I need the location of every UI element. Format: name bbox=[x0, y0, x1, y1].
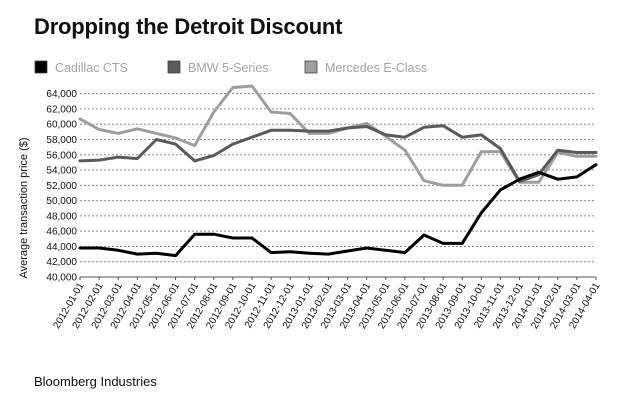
y-axis-label: Average transaction price ($) bbox=[18, 137, 30, 278]
y-tick-label: 54,000 bbox=[46, 166, 77, 177]
legend-swatch bbox=[34, 60, 48, 74]
series-lines bbox=[78, 84, 598, 258]
y-tick-label: 58,000 bbox=[46, 135, 77, 146]
y-axis-ticks: 40,000 42,000 44,000 46,000 48,000 50,000 52,0… bbox=[46, 89, 77, 283]
series-line-bmw-5-series bbox=[78, 124, 598, 183]
legend-swatch bbox=[167, 60, 181, 74]
legend-label: Mercedes E-Class bbox=[325, 61, 427, 75]
y-tick-label: 50,000 bbox=[46, 196, 77, 207]
y-tick-label: 56,000 bbox=[46, 150, 77, 161]
y-tick-label: 44,000 bbox=[46, 242, 77, 253]
y-tick-label: 60,000 bbox=[46, 120, 77, 131]
y-tick-label: 42,000 bbox=[46, 257, 77, 268]
x-axis-ticks: 2012-01-012012-02-012012-03-012012-04-01… bbox=[51, 277, 603, 331]
y-tick-label: 46,000 bbox=[46, 227, 77, 238]
chart-title: Dropping the Detroit Discount bbox=[34, 14, 343, 39]
legend-swatch bbox=[304, 60, 318, 74]
y-tick-label: 52,000 bbox=[46, 181, 77, 192]
series-line-cadillac-cts bbox=[78, 163, 598, 258]
source-note: Bloomberg Industries bbox=[34, 374, 157, 389]
legend-label: BMW 5-Series bbox=[188, 61, 269, 75]
y-tick-label: 64,000 bbox=[46, 89, 77, 100]
y-tick-label: 48,000 bbox=[46, 211, 77, 222]
y-tick-label: 40,000 bbox=[46, 273, 77, 284]
legend-label: Cadillac CTS bbox=[55, 61, 128, 75]
legend: Cadillac CTS BMW 5-Series Mercedes E-Class bbox=[34, 60, 427, 75]
y-tick-label: 62,000 bbox=[46, 104, 77, 115]
gridlines bbox=[80, 93, 596, 278]
